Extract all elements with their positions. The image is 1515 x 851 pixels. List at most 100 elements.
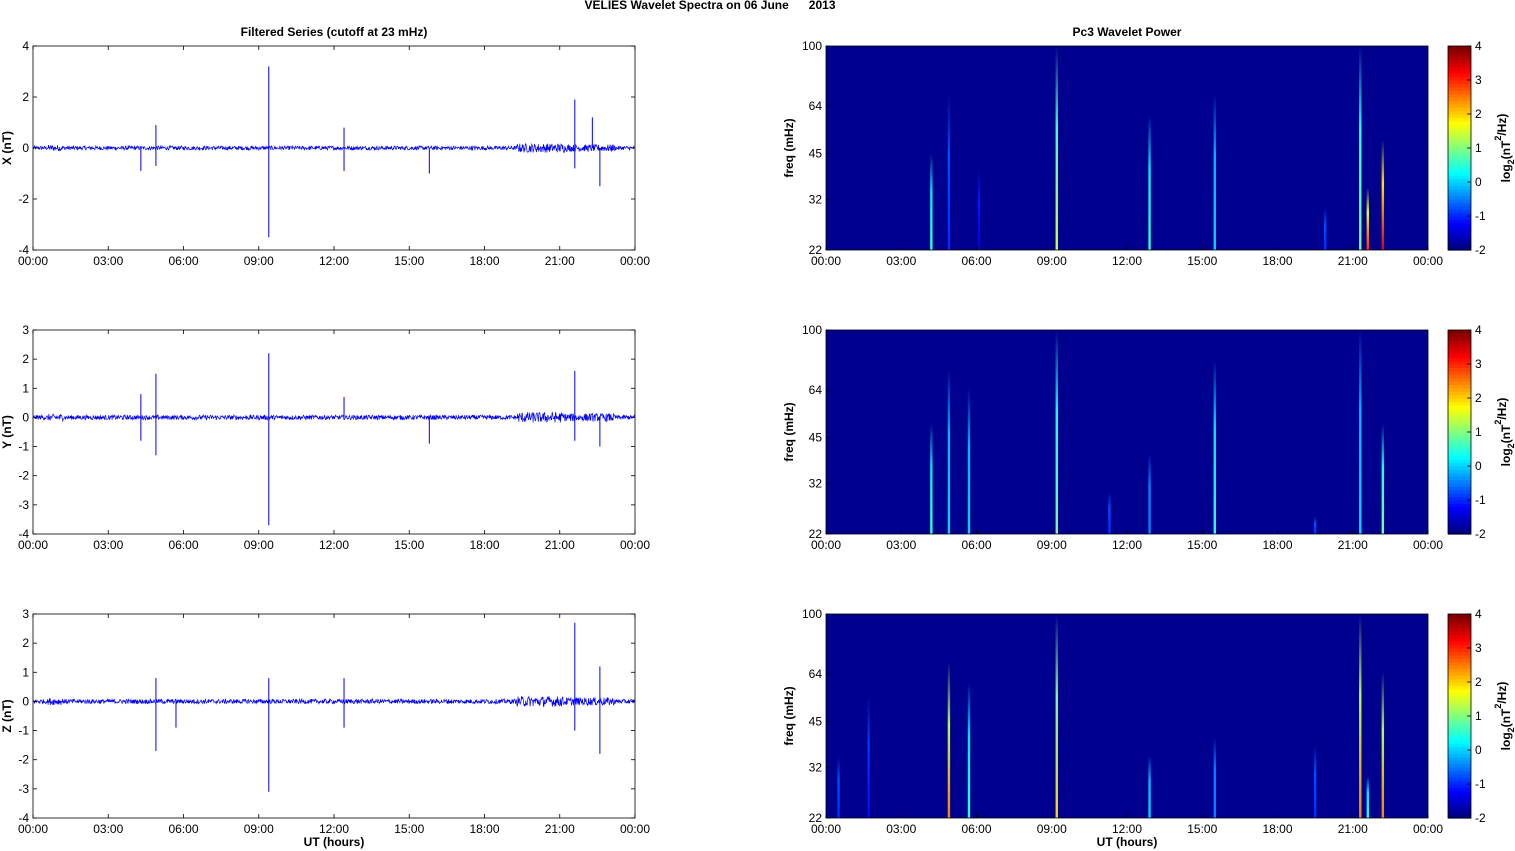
signal-trace (32, 411, 636, 423)
colorbar-segment (1448, 236, 1471, 241)
colorbar-segment (1448, 66, 1471, 71)
y-tick-label: 32 (809, 193, 823, 207)
colorbar-label-part: /Hz) (1495, 682, 1509, 704)
colorbar-segment (1448, 411, 1471, 416)
colorbar-segment (1448, 483, 1471, 487)
y-tick-label: 100 (802, 39, 822, 53)
x-tick-label: 00:00 (18, 538, 48, 552)
colorbar-segment (1448, 343, 1471, 348)
power-streak (1359, 330, 1362, 534)
y-tick-label: 64 (809, 99, 823, 113)
colorbar-segment (1448, 739, 1471, 744)
colorbar-segment (1448, 353, 1471, 358)
power-streak (1213, 360, 1216, 534)
colorbar-segment (1448, 93, 1471, 98)
colorbar-segment (1448, 746, 1471, 751)
colorbar-segment (1448, 421, 1471, 426)
colorbar-segment (1448, 100, 1471, 105)
right-column-title: Pc3 Wavelet Power (1073, 25, 1182, 39)
colorbar-segment (1448, 333, 1471, 338)
colorbar-segment (1448, 705, 1471, 710)
y-tick-label: 2 (22, 352, 29, 366)
y-tick-label: 64 (809, 383, 823, 397)
colorbar-segment (1448, 459, 1471, 464)
colorbar-label-part: 2 (1493, 136, 1503, 141)
y-tick-label: -4 (18, 527, 29, 541)
colorbar-segment (1448, 435, 1471, 440)
x-tick-label: 03:00 (886, 254, 916, 268)
colorbar-segment (1448, 69, 1471, 74)
x-tick-label: 00:00 (811, 254, 841, 268)
y-tick-label: 45 (809, 715, 823, 729)
colorbar-tick-label: -1 (1475, 777, 1486, 791)
colorbar-segment (1448, 364, 1471, 368)
colorbar-segment (1448, 510, 1471, 515)
colorbar-segment (1448, 688, 1471, 693)
x-tick-label: 00:00 (1413, 538, 1443, 552)
colorbar-tick-label: -2 (1475, 811, 1486, 825)
colorbar-tick-label: 0 (1475, 743, 1482, 757)
colorbar-tick-label: 2 (1475, 107, 1482, 121)
colorbar-segment (1448, 415, 1471, 419)
colorbar-segment (1448, 658, 1471, 663)
x-tick-label: 09:00 (1037, 538, 1067, 552)
colorbar-tick-label: 1 (1475, 141, 1482, 155)
colorbar-segment (1448, 756, 1471, 761)
colorbar-segment (1448, 617, 1471, 622)
power-streak (930, 423, 933, 534)
power-streak (1148, 114, 1151, 250)
x-tick-label: 15:00 (1187, 254, 1217, 268)
x-tick-label: 21:00 (1338, 254, 1368, 268)
x-tick-label: 06:00 (961, 254, 991, 268)
colorbar-segment (1448, 614, 1471, 618)
y-tick-label: -1 (18, 724, 29, 738)
colorbar-segment (1448, 357, 1471, 362)
x-tick-label: 09:00 (244, 822, 274, 836)
colorbar-segment (1448, 712, 1471, 717)
x-tick-label: 09:00 (244, 538, 274, 552)
plot-frame (32, 329, 636, 535)
colorbar-tick-label: 3 (1475, 641, 1482, 655)
y-tick-label: 32 (809, 761, 823, 775)
spectrum-background (826, 46, 1428, 250)
colorbar-segment (1448, 489, 1471, 494)
x-tick-label: 12:00 (1112, 538, 1142, 552)
power-streak (1313, 516, 1317, 534)
colorbar-segment (1448, 243, 1471, 248)
colorbar-segment (1448, 398, 1471, 402)
colorbar-segment (1448, 770, 1471, 775)
x-tick-label: 00:00 (620, 538, 650, 552)
colorbar-segment (1448, 801, 1471, 805)
colorbar-segment (1448, 671, 1471, 676)
colorbar-segment (1448, 83, 1471, 88)
y-tick-label: -2 (18, 753, 29, 767)
colorbar-segment (1448, 469, 1471, 474)
colorbar-label-group: log2(nT2/Hz) (1493, 114, 1515, 183)
colorbar-segment (1448, 530, 1471, 535)
colorbar-segment (1448, 493, 1471, 498)
power-streak (1323, 208, 1327, 250)
colorbar-label: log2(nT2/Hz) (1493, 398, 1515, 467)
power-streak (1148, 755, 1151, 818)
x-tick-label: 03:00 (93, 254, 123, 268)
colorbar-segment (1448, 52, 1471, 57)
colorbar-segment (1448, 648, 1471, 652)
colorbar-segment (1448, 134, 1471, 139)
y-tick-label: 2 (22, 636, 29, 650)
colorbar-segment (1448, 665, 1471, 669)
signal-trace (32, 142, 635, 153)
power-streak (977, 169, 981, 250)
colorbar-segment (1448, 736, 1471, 741)
plot-frame (32, 613, 636, 819)
y-axis-label: X (nT) (0, 131, 14, 165)
colorbar-segment (1448, 195, 1471, 200)
x-tick-label: 00:00 (811, 822, 841, 836)
x-tick-label: 03:00 (886, 822, 916, 836)
x-tick-label: 15:00 (1187, 538, 1217, 552)
colorbar-segment (1448, 107, 1471, 112)
colorbar-label-part: 2 (1506, 443, 1515, 448)
figure-title: VELIES Wavelet Spectra on 06 June 2013 (585, 0, 836, 12)
colorbar-segment (1448, 753, 1471, 758)
colorbar-segment (1448, 682, 1471, 686)
